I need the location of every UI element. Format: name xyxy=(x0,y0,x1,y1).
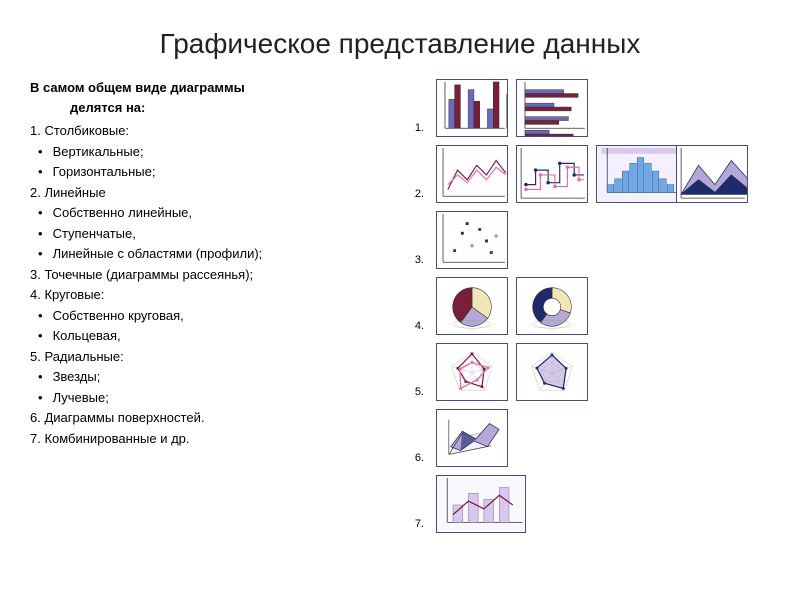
row-label: 4. xyxy=(410,320,428,336)
numbered-item: 5. Радиальные: xyxy=(30,347,410,367)
chart-grid: 1. 2. 3. 4. 5. 6. 7. xyxy=(410,78,770,534)
row-label: 7. xyxy=(410,518,428,534)
chart-thumbnail xyxy=(436,343,508,401)
row-label: 1. xyxy=(410,122,428,138)
chart-thumbnail xyxy=(436,211,508,269)
chart-thumbnail xyxy=(436,277,508,335)
chart-grid-area: 1. 2. 3. 4. 5. 6. 7. xyxy=(410,78,770,534)
content-area: В самом общем виде диаграммы делятся на:… xyxy=(0,78,800,534)
bullet-item: Горизонтальные; xyxy=(30,162,410,182)
intro-line2: делятся на: xyxy=(30,98,410,118)
row-label: 6. xyxy=(410,452,428,468)
chart-thumbnail xyxy=(516,343,588,401)
chart-thumbnail xyxy=(436,79,508,137)
chart-thumbnail xyxy=(676,145,748,203)
chart-thumbnail xyxy=(516,145,588,203)
chart-thumbnail xyxy=(436,145,508,203)
item-list: 1. Столбиковые:Вертикальные;Горизонтальн… xyxy=(30,121,410,448)
row-label: 5. xyxy=(410,386,428,402)
bullet-item: Кольцевая, xyxy=(30,326,410,346)
chart-thumbnail xyxy=(596,145,686,203)
chart-thumbnail xyxy=(436,409,508,467)
row-label: 3. xyxy=(410,254,428,270)
numbered-item: 7. Комбинированные и др. xyxy=(30,429,410,449)
numbered-item: 2. Линейные xyxy=(30,183,410,203)
bullet-item: Вертикальные; xyxy=(30,142,410,162)
row-label: 2. xyxy=(410,188,428,204)
bullet-item: Лучевые; xyxy=(30,388,410,408)
chart-thumbnail xyxy=(436,475,526,533)
bullet-item: Собственно линейные, xyxy=(30,203,410,223)
slide-title: Графическое представление данных xyxy=(0,0,800,78)
numbered-item: 4. Круговые: xyxy=(30,285,410,305)
bullet-item: Собственно круговая, xyxy=(30,306,410,326)
bullet-item: Звезды; xyxy=(30,367,410,387)
bullet-item: Линейные с областями (профили); xyxy=(30,244,410,264)
numbered-item: 1. Столбиковые: xyxy=(30,121,410,141)
numbered-item: 6. Диаграммы поверхностей. xyxy=(30,408,410,428)
intro-text: В самом общем виде диаграммы делятся на: xyxy=(30,78,410,117)
text-column: В самом общем виде диаграммы делятся на:… xyxy=(30,78,410,534)
numbered-item: 3. Точечные (диаграммы рассеянья); xyxy=(30,265,410,285)
intro-line1: В самом общем виде диаграммы xyxy=(30,80,245,95)
bullet-item: Ступенчатые, xyxy=(30,224,410,244)
chart-thumbnail xyxy=(516,79,588,137)
chart-thumbnail xyxy=(516,277,588,335)
